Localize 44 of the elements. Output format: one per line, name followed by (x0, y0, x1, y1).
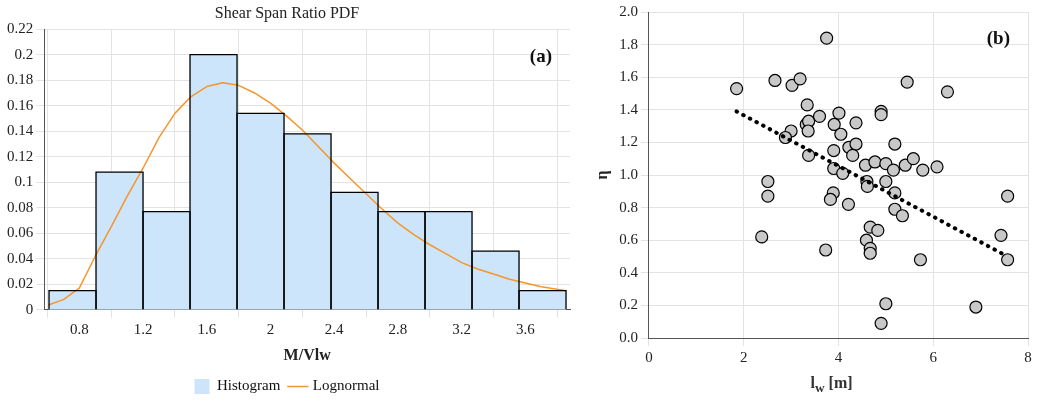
x-tick-label: 2 (739, 348, 748, 365)
y-tick-label: 0.02 (7, 275, 34, 292)
x-tick-label: 4 (834, 348, 843, 365)
x-axis-title: l$_{w}$ [m] (809, 374, 854, 397)
y-tick-label: 0.04 (7, 249, 34, 266)
y-tick-label: 0.16 (7, 96, 34, 113)
x-tick-label: 3.6 (516, 320, 536, 337)
x-tick-label: 2.8 (388, 320, 408, 337)
x-tick-label: 0.8 (69, 320, 89, 337)
x-tick-label: 6 (929, 348, 938, 365)
x-tick-label: 3.2 (452, 320, 472, 337)
y-tick-label: 1.4 (619, 100, 639, 117)
y-tick-label: 0.22 (7, 20, 34, 37)
x-tick-label: 8 (1024, 348, 1032, 365)
y-tick-label: 0.4 (619, 263, 639, 280)
y-axis-title: η (592, 170, 611, 180)
legend-label: Histogram (217, 377, 281, 394)
y-tick-label: 1.6 (619, 68, 639, 85)
x-axis-title: M/Vlw (283, 345, 332, 363)
y-tick-label: 0.0 (619, 328, 638, 345)
y-tick-label: 0.6 (619, 231, 639, 248)
y-tick-label: 1.2 (619, 133, 638, 150)
chart-title: Shear Span Ratio PDF (214, 3, 360, 22)
annotation: (a) (529, 44, 552, 67)
y-tick-label: 0.12 (7, 147, 34, 164)
y-tick-label: 0.06 (7, 224, 34, 241)
x-tick-label: 1.6 (197, 320, 217, 337)
annotation: (b) (986, 27, 1010, 50)
x-tick-label: 0 (645, 348, 653, 365)
y-tick-label: 0.2 (619, 296, 638, 313)
y-tick-label: 0 (25, 300, 34, 317)
y-tick-label: 0.08 (7, 198, 34, 215)
y-tick-label: 0.2 (14, 45, 34, 62)
y-tick-label: 0.18 (7, 71, 34, 88)
y-tick-label: 0.14 (7, 122, 34, 139)
x-tick-label: 2.4 (324, 320, 345, 337)
x-tick-label: 2 (266, 320, 275, 337)
legend-label: Lognormal (312, 377, 380, 394)
y-tick-label: 1.0 (619, 165, 638, 182)
y-tick-label: 2.0 (619, 2, 638, 19)
y-tick-label: 1.8 (619, 35, 638, 52)
y-tick-label: 0.8 (619, 198, 638, 215)
x-tick-label: 1.2 (133, 320, 153, 337)
y-tick-label: 0.1 (14, 173, 34, 190)
